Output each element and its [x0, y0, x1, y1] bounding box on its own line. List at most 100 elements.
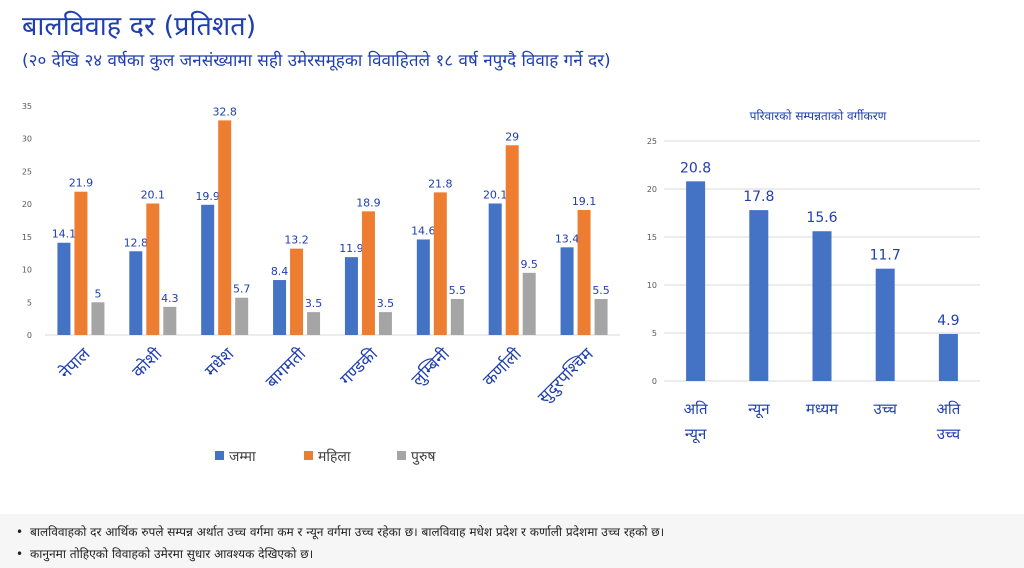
y-tick-label: 25: [22, 167, 32, 176]
bar: [235, 297, 249, 335]
legend-swatch: [215, 451, 224, 460]
y-tick-label: 25: [647, 137, 657, 146]
data-label: 19.9: [195, 190, 220, 203]
data-label: 15.6: [806, 210, 837, 226]
y-tick-label: 20: [22, 200, 32, 209]
bar: [74, 191, 88, 335]
bar: [875, 268, 895, 381]
x-tick-label-line: अति: [684, 400, 708, 418]
y-tick-label: 30: [22, 135, 32, 144]
bar: [378, 312, 392, 335]
bullet-icon: •: [16, 525, 24, 539]
x-tick-label: बागमती: [261, 343, 310, 392]
data-label: 18.9: [356, 196, 381, 209]
bar: [594, 299, 608, 335]
data-label: 3.5: [305, 297, 323, 310]
data-label: 32.8: [212, 105, 237, 118]
x-tick-label: कोशी: [128, 343, 167, 382]
x-tick-label: उच्च: [873, 400, 897, 418]
y-tick-label: 15: [647, 233, 657, 242]
note-text: बालविवाहको दर आर्थिक रुपले सम्पन्न अर्था…: [30, 525, 665, 539]
x-tick-label-line: मध्यम: [806, 400, 839, 418]
bar: [57, 242, 71, 335]
x-tick-label: गण्डकी: [336, 343, 383, 390]
bar: [522, 272, 536, 335]
data-label: 5.5: [592, 284, 610, 297]
data-label: 4.3: [161, 292, 179, 305]
data-label: 12.8: [124, 236, 149, 249]
y-tick-label: 15: [22, 233, 32, 242]
data-label: 29: [505, 130, 519, 143]
bar: [201, 204, 215, 335]
data-label: 3.5: [377, 297, 395, 310]
bullet-icon: •: [16, 547, 24, 561]
bar: [146, 203, 160, 335]
legend-label: महिला: [318, 448, 351, 465]
data-label: 11.7: [870, 248, 901, 264]
chart-title: परिवारको सम्पन्नताको वर्गीकरण: [750, 109, 887, 123]
data-label: 5: [94, 287, 101, 300]
data-label: 13.4: [555, 232, 580, 245]
x-tick-label: कर्णाली: [479, 343, 527, 391]
data-label: 20.8: [680, 160, 711, 176]
legend-swatch: [397, 451, 406, 460]
data-label: 21.8: [428, 177, 453, 190]
y-tick-label: 0: [27, 331, 32, 340]
bar: [290, 248, 304, 335]
data-label: 5.7: [233, 283, 251, 296]
page-subtitle: (२० देखि २४ वर्षका कुल जनसंख्यामा सही उम…: [22, 51, 611, 71]
bar: [433, 192, 447, 335]
x-tick-label: अति न्यून: [684, 400, 708, 444]
bar: [749, 210, 769, 381]
x-tick-label-line: न्यून: [685, 425, 707, 444]
bar: [307, 312, 321, 335]
notes-panel: • बालविवाहको दर आर्थिक रुपले सम्पन्न अर्थ…: [0, 514, 1024, 568]
legend-label: पुरुष: [411, 449, 436, 465]
regional-child-marriage-chart: 0 5 10 15 20 25 30 35 14.1 21.9 5 नेपाल 12.8 20.1 4.3 क…: [22, 102, 620, 465]
legend-swatch: [304, 451, 313, 460]
y-tick-label: 35: [22, 102, 32, 111]
data-label: 14.6: [411, 224, 436, 237]
bar: [416, 239, 430, 335]
x-tick-label-line: अति: [936, 400, 960, 418]
x-tick-label: सुदुरपश्चिम: [533, 343, 598, 408]
y-tick-label: 10: [647, 281, 657, 290]
data-label: 4.9: [937, 313, 959, 329]
data-label: 8.4: [271, 265, 289, 278]
bar: [686, 181, 706, 381]
bar: [163, 306, 177, 335]
y-tick-label: 20: [647, 185, 657, 194]
note-item: • बालविवाहको दर आर्थिक रुपले सम्पन्न अर्थ…: [16, 523, 664, 540]
data-label: 11.9: [339, 242, 364, 255]
y-tick-label: 5: [652, 329, 657, 338]
data-label: 14.1: [52, 228, 77, 241]
note-text: कानुनमा तोहिएको विवाहको उमेरमा सुधार आवश…: [30, 547, 314, 561]
data-label: 17.8: [743, 189, 774, 205]
wealth-quintile-chart: परिवारको सम्पन्नताको वर्गीकरण 0 5 10 15 20 25 2…: [647, 109, 980, 444]
x-tick-label-line: उच्च: [937, 425, 961, 443]
bar: [450, 299, 464, 335]
bar: [488, 203, 502, 335]
bar: [361, 211, 375, 335]
data-label: 5.5: [449, 284, 467, 297]
y-tick-label: 0: [652, 377, 657, 386]
bar: [129, 251, 143, 335]
bar: [505, 145, 519, 335]
bar: [91, 302, 105, 335]
data-label: 20.1: [483, 188, 508, 201]
data-label: 9.5: [520, 258, 538, 271]
data-label: 21.9: [69, 177, 94, 190]
y-tick-label: 10: [22, 266, 32, 275]
note-item: • कानुनमा तोहिएको विवाहको उमेरमा सुधार आव…: [16, 545, 313, 562]
page-title: बालविवाह दर (प्रतिशत): [22, 11, 257, 42]
x-tick-label: मध्यम: [806, 400, 839, 418]
x-tick-label-line: उच्च: [873, 400, 897, 418]
bar: [812, 231, 832, 381]
bar: [577, 210, 591, 335]
y-tick-label: 5: [27, 298, 32, 307]
bar: [560, 247, 574, 335]
charts-canvas: 0 5 10 15 20 25 30 35 14.1 21.9 5 नेपाल 12.8 20.1 4.3 क…: [22, 102, 980, 465]
data-label: 19.1: [572, 195, 597, 208]
x-tick-label-line: न्यून: [748, 400, 770, 419]
bar: [344, 257, 358, 335]
